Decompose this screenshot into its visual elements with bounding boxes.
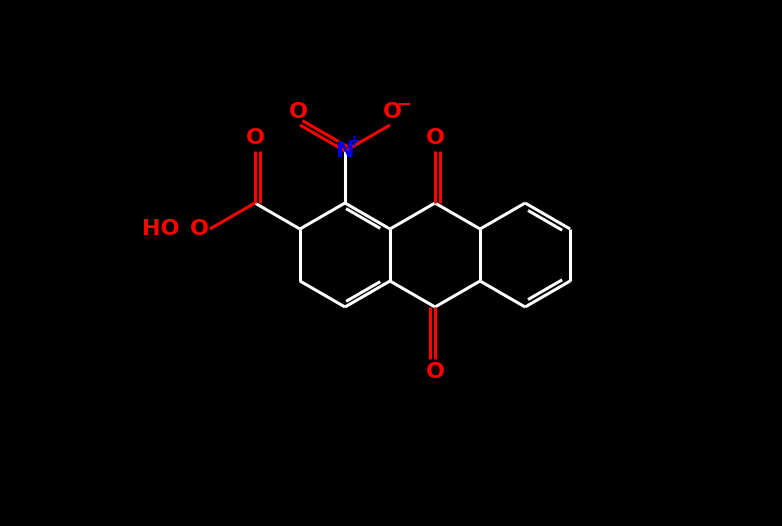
Text: N: N — [335, 141, 354, 161]
Text: O: O — [289, 102, 307, 122]
Text: O: O — [425, 362, 444, 382]
Text: O: O — [246, 128, 264, 148]
Text: O: O — [382, 102, 401, 122]
Text: +: + — [347, 135, 361, 149]
Text: −: − — [396, 96, 411, 114]
Text: O: O — [190, 219, 210, 239]
Text: HO: HO — [142, 219, 180, 239]
Text: O: O — [425, 128, 444, 148]
